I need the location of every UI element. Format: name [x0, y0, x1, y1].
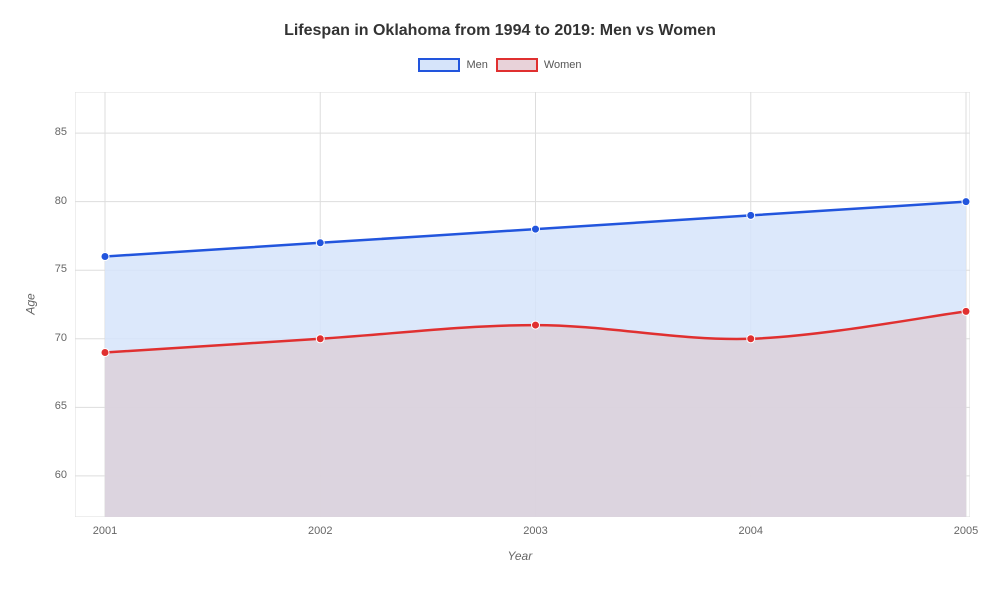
chart-container: Lifespan in Oklahoma from 1994 to 2019: …: [0, 0, 1000, 600]
x-tick-label: 2003: [521, 525, 551, 537]
x-axis-label: Year: [508, 549, 533, 563]
x-tick-label: 2004: [736, 525, 766, 537]
y-tick-label: 65: [55, 400, 67, 412]
y-axis-label: Age: [24, 293, 38, 314]
chart-title: Lifespan in Oklahoma from 1994 to 2019: …: [0, 0, 1000, 40]
x-tick-label: 2001: [90, 525, 120, 537]
legend-swatch-women: [496, 58, 538, 72]
y-tick-label: 80: [55, 195, 67, 207]
legend-swatch-men: [418, 58, 460, 72]
legend-item-women: Women: [496, 58, 582, 72]
x-tick-label: 2002: [305, 525, 335, 537]
legend-label-men: Men: [466, 59, 487, 71]
legend-item-men: Men: [418, 58, 487, 72]
legend: Men Women: [0, 58, 1000, 72]
y-tick-label: 75: [55, 263, 67, 275]
plot-area: [75, 92, 970, 517]
y-tick-label: 70: [55, 332, 67, 344]
x-tick-label: 2005: [951, 525, 981, 537]
plot-svg: [75, 92, 970, 517]
legend-label-women: Women: [544, 59, 582, 71]
y-tick-label: 60: [55, 469, 67, 481]
y-tick-label: 85: [55, 126, 67, 138]
